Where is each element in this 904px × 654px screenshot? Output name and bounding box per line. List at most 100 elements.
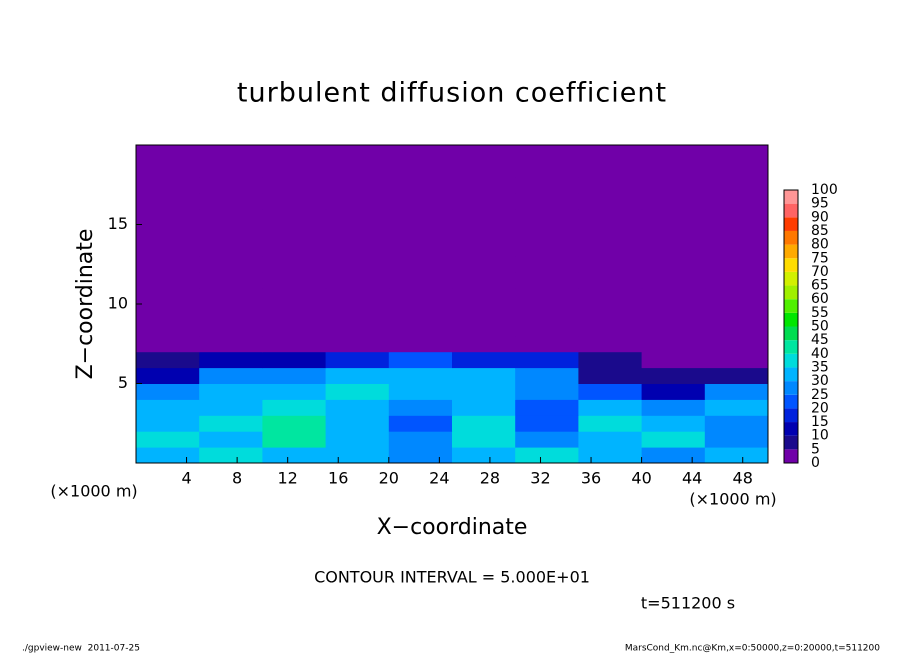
- colorbar-box: [784, 217, 798, 231]
- heat-cell: [199, 399, 263, 416]
- heat-cell: [704, 383, 769, 400]
- heat-cell: [578, 383, 643, 400]
- heat-cell: [262, 208, 327, 225]
- heat-cell: [262, 160, 327, 178]
- colorbar-label: 5: [811, 441, 820, 457]
- heat-cell: [136, 208, 200, 225]
- heat-cell: [388, 335, 453, 353]
- heat-cell: [136, 145, 200, 162]
- heat-cell: [704, 256, 769, 273]
- heat-cell: [325, 224, 390, 241]
- heat-cell: [641, 351, 706, 369]
- heat-cell: [704, 399, 769, 416]
- colorbar-label: 10: [811, 428, 829, 444]
- heat-cell: [388, 383, 453, 400]
- heat-cell: [388, 367, 453, 384]
- heat-cell: [515, 399, 579, 416]
- heat-cell: [199, 351, 263, 369]
- colorbar-label: 45: [811, 332, 829, 348]
- heat-cell: [578, 399, 643, 416]
- heat-cell: [704, 192, 769, 210]
- heat-cell: [262, 240, 327, 257]
- x-unit-label: (×1000 m): [689, 490, 776, 509]
- heat-cell: [578, 431, 643, 448]
- colorbar-box: [784, 367, 798, 382]
- heat-cell: [262, 447, 327, 464]
- colorbar-label: 90: [811, 209, 829, 225]
- heat-cell: [136, 272, 200, 289]
- heat-cell: [641, 319, 706, 337]
- heat-cell: [515, 351, 579, 369]
- heat-cell: [199, 192, 263, 210]
- heat-cell: [136, 399, 200, 416]
- colorbar-box: [784, 449, 798, 463]
- heat-cell: [452, 256, 516, 273]
- heat-cell: [641, 240, 706, 257]
- heat-cell: [578, 240, 643, 257]
- heat-cell: [578, 367, 643, 384]
- y-tick-label: 5: [118, 373, 128, 392]
- heat-cell: [578, 304, 643, 321]
- heat-cell: [388, 415, 453, 432]
- heat-cell: [452, 288, 516, 305]
- colorbar-box: [784, 285, 798, 300]
- heat-cell: [199, 288, 263, 305]
- heat-cell: [262, 304, 327, 321]
- heat-cell: [578, 256, 643, 273]
- heat-cell: [515, 288, 579, 305]
- heat-cell: [515, 367, 579, 384]
- heat-cell: [578, 319, 643, 337]
- heat-cell: [262, 335, 327, 353]
- heat-cell: [452, 176, 516, 194]
- heat-cell: [325, 383, 390, 400]
- heat-cell: [199, 319, 263, 337]
- colorbar-box: [784, 435, 798, 450]
- heat-cell: [388, 431, 453, 448]
- heat-cell: [641, 272, 706, 289]
- heat-cell: [388, 145, 453, 162]
- heat-cell: [641, 335, 706, 353]
- x-tick-label: 32: [530, 469, 550, 488]
- colorbar-box: [784, 230, 798, 245]
- heat-cell: [452, 145, 516, 162]
- colorbar-label: 0: [811, 455, 820, 471]
- colorbar-box: [784, 353, 798, 368]
- heat-cell: [515, 431, 579, 448]
- x-tick-label: 4: [181, 469, 191, 488]
- heat-cell: [199, 272, 263, 289]
- heat-cell: [262, 431, 327, 448]
- heat-cell: [452, 367, 516, 384]
- heat-cell: [136, 224, 200, 241]
- heat-cell: [578, 415, 643, 432]
- colorbar-label: 20: [811, 400, 829, 416]
- heat-cell: [325, 240, 390, 257]
- heat-cell: [515, 176, 579, 194]
- heat-cell: [515, 335, 579, 353]
- heat-cell: [704, 415, 769, 432]
- colorbar-label: 70: [811, 264, 829, 280]
- heat-cell: [515, 192, 579, 210]
- colorbar-frame: [783, 189, 799, 464]
- heat-cell: [452, 272, 516, 289]
- heat-cell: [325, 367, 390, 384]
- heat-cell: [452, 415, 516, 432]
- heat-cell: [199, 160, 263, 178]
- colorbar-label: 25: [811, 387, 829, 403]
- x-tick-label: 16: [328, 469, 348, 488]
- colorbar-box: [784, 203, 798, 218]
- heat-cell: [199, 431, 263, 448]
- heat-cell: [452, 208, 516, 225]
- heat-cell: [704, 304, 769, 321]
- heat-cell: [641, 192, 706, 210]
- colorbar-label: 100: [811, 182, 838, 198]
- heat-cell: [452, 319, 516, 337]
- heat-cell: [388, 272, 453, 289]
- colorbar-label: 15: [811, 414, 829, 430]
- heat-cell: [641, 399, 706, 416]
- heat-cell: [325, 431, 390, 448]
- colorbar-label: 95: [811, 196, 829, 212]
- heat-cell: [578, 192, 643, 210]
- heat-cell: [262, 415, 327, 432]
- heat-cell: [136, 447, 200, 464]
- heat-cell: [199, 415, 263, 432]
